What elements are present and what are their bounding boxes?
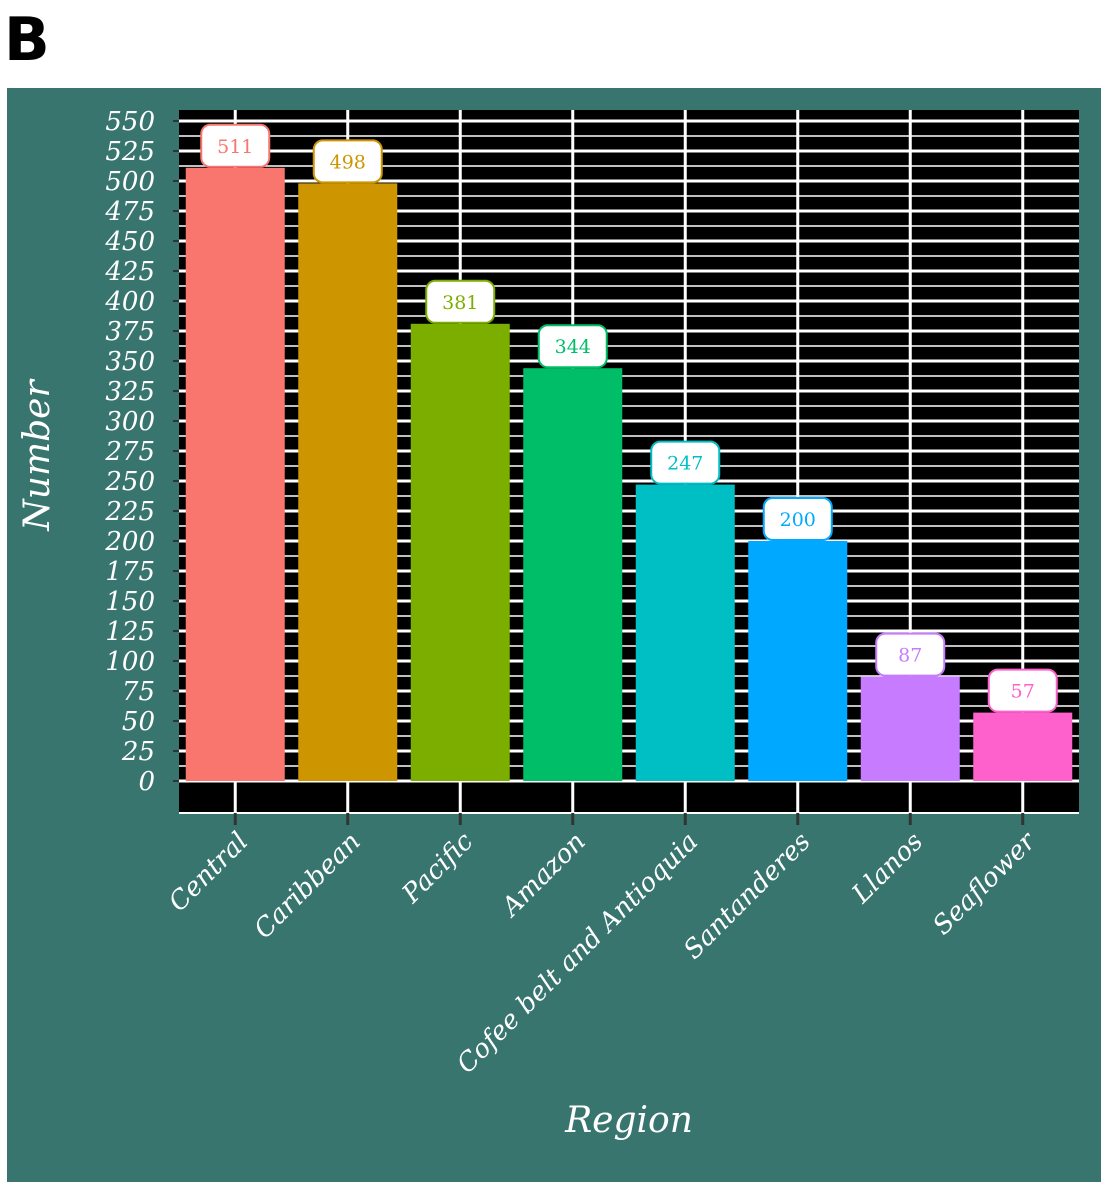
x-tick-label: Cofee belt and Antioquia (451, 827, 704, 1080)
y-tick-label: 450 (104, 227, 155, 257)
bar-caribbean (298, 183, 398, 781)
data-label: 498 (330, 151, 366, 173)
y-tick-label: 125 (105, 617, 155, 647)
y-tick-label: 475 (104, 197, 155, 227)
y-tick-label: 350 (105, 347, 155, 377)
y-tick-label: 400 (104, 287, 155, 317)
y-tick-label: 325 (105, 377, 155, 407)
y-tick-label: 0 (138, 767, 155, 797)
y-tick-label: 275 (104, 437, 155, 467)
bar-cofee-belt-and-antioquia (635, 484, 735, 781)
chart-panel: 511 498 381 344 247 200 87 57 0 25 50 75 100 125 150 17… (7, 88, 1101, 1182)
bar-seaflower (973, 712, 1073, 781)
x-tick-label: Pacific (396, 826, 479, 909)
y-tick-label: 525 (105, 137, 155, 167)
data-label-box (312, 139, 383, 184)
x-tick-label: Llanos (846, 827, 929, 910)
bar-llanos (860, 676, 960, 781)
x-axis-title: Region (564, 1100, 693, 1141)
y-tick-label: 100 (105, 647, 155, 677)
bar-amazon (523, 368, 623, 781)
data-label-box (537, 324, 608, 369)
data-label: 200 (780, 509, 816, 531)
y-tick-label: 200 (104, 527, 155, 557)
panel-letter: B (4, 5, 50, 75)
bar-central (185, 167, 285, 782)
y-tick-label: 50 (122, 707, 155, 737)
y-tick-label: 375 (105, 317, 155, 347)
y-tick-label: 75 (122, 677, 155, 707)
y-tick-label: 225 (104, 497, 155, 527)
bar-pacific (410, 323, 510, 781)
data-label-box (200, 123, 271, 168)
y-tick-label: 25 (121, 737, 155, 767)
data-label: 87 (898, 645, 922, 667)
y-tick-label: 150 (105, 587, 155, 617)
x-tick-label: Caribbean (249, 827, 367, 945)
y-tick-label: 500 (105, 167, 155, 197)
y-tick-label: 175 (105, 557, 155, 587)
data-label-box (987, 668, 1058, 713)
y-tick-label: 425 (104, 257, 155, 287)
data-label: 344 (555, 336, 591, 358)
data-label: 381 (442, 292, 478, 314)
y-tick-label: 300 (105, 407, 155, 437)
x-tick-label: Seaflower (927, 826, 1042, 941)
y-tick-label: 550 (105, 107, 155, 137)
data-label: 57 (1011, 681, 1035, 703)
bar-chart: 511 498 381 344 247 200 87 57 025507510012515017… (17, 107, 1079, 1141)
y-tick-label: 250 (104, 467, 155, 497)
data-label: 247 (667, 453, 703, 475)
data-label-box (875, 632, 946, 677)
x-tick-label: Central (163, 827, 254, 918)
bar-santanderes (748, 541, 848, 781)
data-label-box (650, 440, 721, 485)
data-label-box (762, 497, 833, 541)
data-label: 511 (217, 136, 253, 158)
x-tick-label: Amazon (495, 827, 592, 924)
y-axis-title: Number (17, 379, 58, 532)
data-label-box (425, 279, 496, 324)
